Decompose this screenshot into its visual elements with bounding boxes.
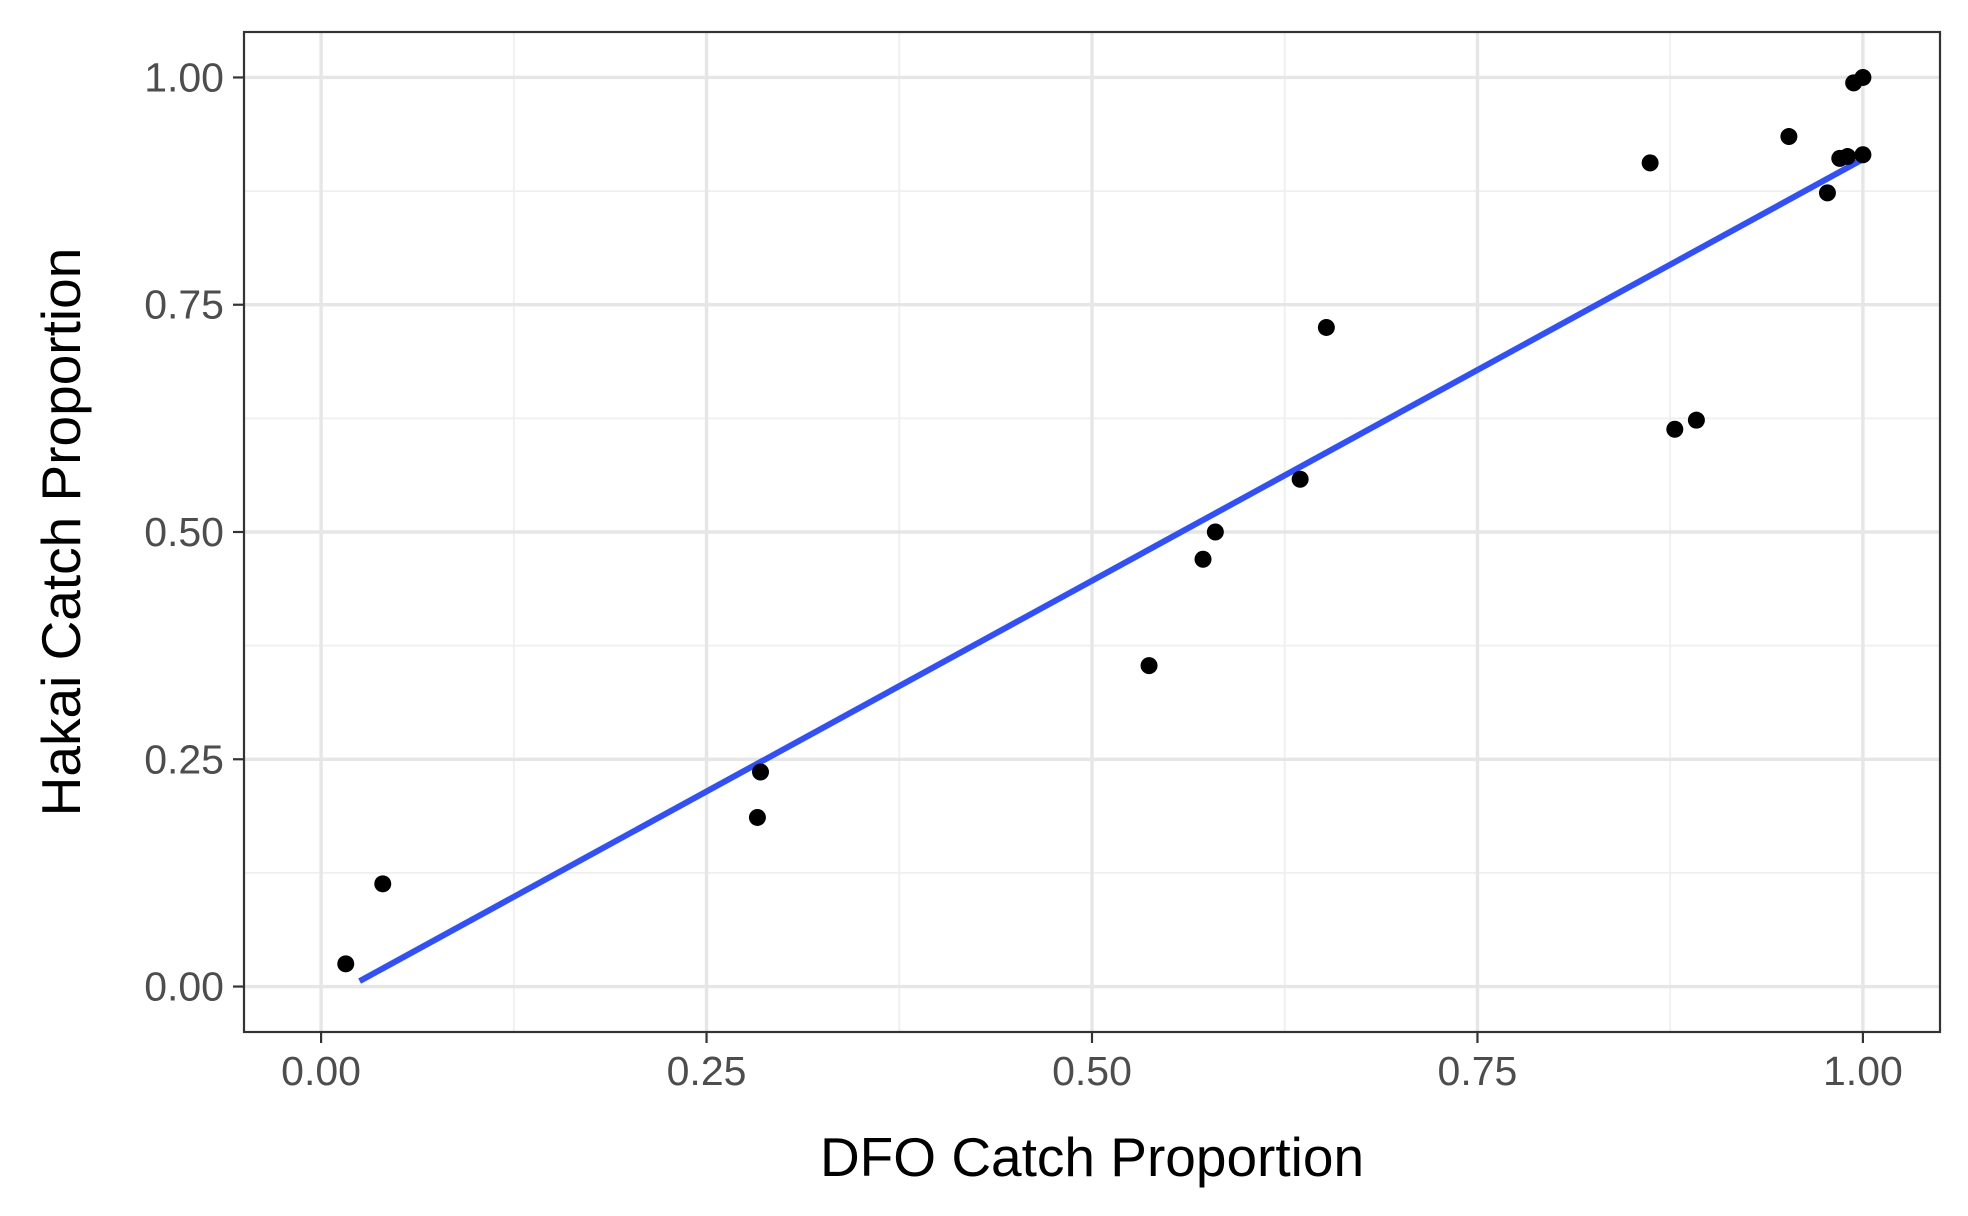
grid [244, 32, 1940, 1032]
x-tick-label: 0.50 [1052, 1048, 1132, 1094]
data-point [1641, 154, 1659, 172]
data-point [1666, 420, 1684, 438]
regression-line [358, 156, 1865, 984]
x-tick-label: 1.00 [1823, 1048, 1903, 1094]
x-tick-label: 0.25 [667, 1048, 747, 1094]
data-point [374, 875, 392, 893]
y-tick-label: 0.00 [144, 964, 224, 1010]
data-point [1854, 146, 1872, 164]
y-tick-label: 0.75 [144, 282, 224, 328]
data-point [748, 808, 766, 826]
data-point [337, 955, 355, 973]
data-point [1206, 523, 1224, 541]
y-axis: 0.00 0.25 0.50 0.75 1.00 [144, 54, 244, 1010]
data-point [1818, 184, 1836, 202]
x-tick-label: 0.75 [1438, 1048, 1518, 1094]
x-axis-title: DFO Catch Proportion [820, 1126, 1364, 1188]
y-axis-title: Hakai Catch Proportion [30, 248, 92, 817]
data-point [1317, 318, 1335, 336]
y-tick-label: 0.50 [144, 509, 224, 555]
data-point [1687, 411, 1705, 429]
data-point [1838, 148, 1856, 166]
data-point [1194, 550, 1212, 568]
data-point [752, 763, 770, 781]
x-tick-label: 0.00 [281, 1048, 361, 1094]
points-layer [337, 68, 1872, 973]
y-tick-label: 1.00 [144, 54, 224, 100]
x-axis: 0.00 0.25 0.50 0.75 1.00 [281, 1032, 1903, 1094]
y-tick-label: 0.25 [144, 736, 224, 782]
data-point [1780, 128, 1798, 146]
fit-line-layer [358, 156, 1865, 984]
data-point [1291, 470, 1309, 488]
data-point [1854, 68, 1872, 86]
data-point [1140, 657, 1158, 675]
